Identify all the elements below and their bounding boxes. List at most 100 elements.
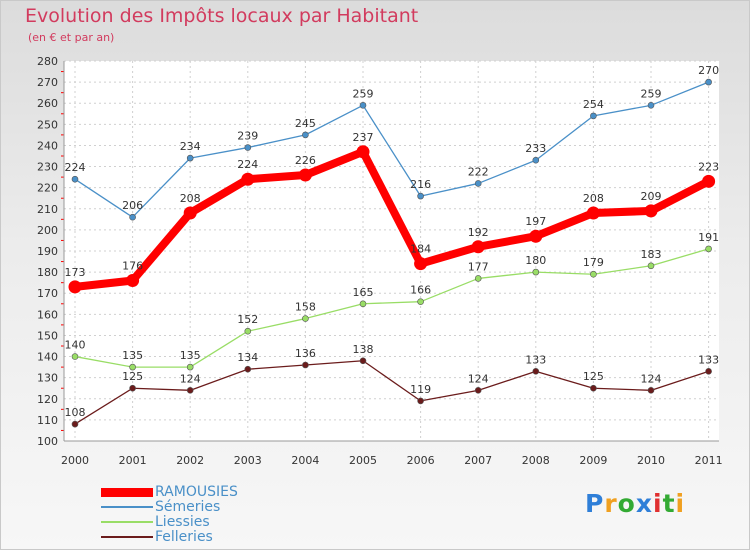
y-tick-label: 230 (37, 161, 58, 174)
point-ramousies (644, 204, 658, 218)
chart-title: Evolution des Impôts locaux par Habitant (25, 5, 419, 27)
data-label-ramousies: 237 (353, 131, 374, 144)
data-label-felleries: 125 (583, 370, 604, 383)
legend: RAMOUSIES Sémeries Liessies Felleries (101, 485, 301, 545)
point-liessies (705, 245, 712, 253)
y-tick-label: 120 (37, 393, 58, 406)
data-label-ramousies: 224 (237, 158, 258, 171)
data-label-liessies: 158 (295, 301, 316, 314)
data-label-liessies: 135 (180, 349, 201, 362)
point-felleries (647, 387, 655, 394)
logo-letter: x (635, 489, 653, 518)
data-label-ramousies: 208 (583, 192, 604, 205)
series-line-ramousies (71, 147, 713, 291)
series-line-liessies (74, 248, 710, 368)
data-label-ramousies: 223 (698, 160, 719, 173)
point-liessies (302, 315, 309, 322)
y-tick-label: 200 (37, 224, 58, 237)
point-felleries (590, 384, 597, 392)
data-label-liessies: 140 (65, 339, 86, 352)
point-liessies (647, 262, 655, 270)
legend-label: Liessies (155, 514, 210, 530)
data-label-felleries: 125 (122, 370, 143, 383)
point-semeries (244, 144, 252, 151)
legend-swatch (101, 506, 153, 508)
data-label-felleries: 136 (295, 347, 316, 360)
legend-item-ramousies: RAMOUSIES (101, 485, 301, 500)
data-label-felleries: 124 (180, 372, 201, 385)
data-label-semeries: 270 (698, 64, 719, 77)
point-semeries (647, 102, 655, 109)
point-felleries (71, 420, 79, 428)
data-label-ramousies: 173 (65, 266, 86, 279)
x-tick-label: 2010 (637, 454, 665, 467)
point-felleries (129, 384, 136, 392)
data-label-felleries: 124 (641, 372, 662, 385)
point-liessies (71, 353, 79, 360)
point-felleries (302, 361, 309, 369)
point-ramousies (183, 206, 197, 220)
point-liessies (417, 298, 424, 305)
x-tick-label: 2007 (464, 454, 492, 467)
data-label-liessies: 135 (122, 349, 143, 362)
point-semeries (186, 154, 194, 162)
point-ramousies (702, 174, 716, 188)
y-tick-label: 170 (37, 287, 58, 300)
y-tick-label: 110 (37, 414, 58, 427)
data-label-ramousies: 208 (180, 192, 201, 205)
point-felleries (705, 368, 712, 375)
y-tick-label: 190 (37, 245, 58, 258)
point-ramousies (471, 240, 485, 254)
chart-subtitle: (en € et par an) (28, 31, 115, 44)
data-label-semeries: 206 (122, 199, 143, 212)
legend-swatch (101, 488, 153, 497)
point-semeries (417, 192, 424, 200)
point-liessies (186, 363, 194, 371)
data-label-felleries: 133 (525, 353, 546, 366)
data-label-semeries: 245 (295, 117, 316, 130)
point-semeries (71, 175, 79, 183)
point-liessies (359, 300, 367, 308)
legend-swatch (101, 536, 153, 538)
data-label-semeries: 224 (65, 161, 86, 174)
logo-letter: i (675, 489, 686, 518)
point-felleries (474, 387, 482, 394)
point-ramousies (241, 172, 255, 186)
y-tick-label: 260 (37, 97, 58, 110)
logo-letter: t (662, 489, 676, 518)
point-semeries (302, 131, 309, 139)
data-label-ramousies: 184 (410, 243, 431, 256)
y-tick-label: 250 (37, 118, 58, 131)
legend-item-liessies: Liessies (101, 515, 301, 530)
data-label-ramousies: 209 (641, 190, 662, 203)
point-felleries (417, 397, 424, 405)
data-label-felleries: 138 (353, 343, 374, 356)
data-label-liessies: 179 (583, 256, 604, 269)
x-tick-label: 2008 (522, 454, 550, 467)
data-label-semeries: 259 (353, 87, 374, 100)
point-semeries (129, 213, 136, 221)
logo-letter: P (585, 489, 605, 518)
point-semeries (474, 180, 482, 187)
legend-label: Felleries (155, 529, 213, 545)
y-tick-label: 210 (37, 203, 58, 216)
data-label-semeries: 259 (641, 87, 662, 100)
point-ramousies (68, 280, 82, 294)
data-label-ramousies: 226 (295, 154, 316, 167)
point-ramousies (586, 206, 600, 220)
point-ramousies (529, 229, 543, 243)
legend-item-semeries: Sémeries (101, 500, 301, 515)
y-tick-label: 160 (37, 308, 58, 321)
point-liessies (244, 327, 252, 335)
data-label-felleries: 108 (65, 406, 86, 419)
logo-letter: r (604, 489, 618, 518)
data-label-ramousies: 197 (525, 215, 546, 228)
data-label-semeries: 234 (180, 140, 201, 153)
legend-swatch (101, 521, 153, 523)
point-felleries (359, 357, 367, 365)
data-label-liessies: 177 (468, 260, 489, 273)
x-tick-label: 2004 (291, 454, 319, 467)
x-tick-label: 2001 (119, 454, 147, 467)
x-tick-label: 2002 (176, 454, 204, 467)
point-semeries (705, 78, 712, 86)
